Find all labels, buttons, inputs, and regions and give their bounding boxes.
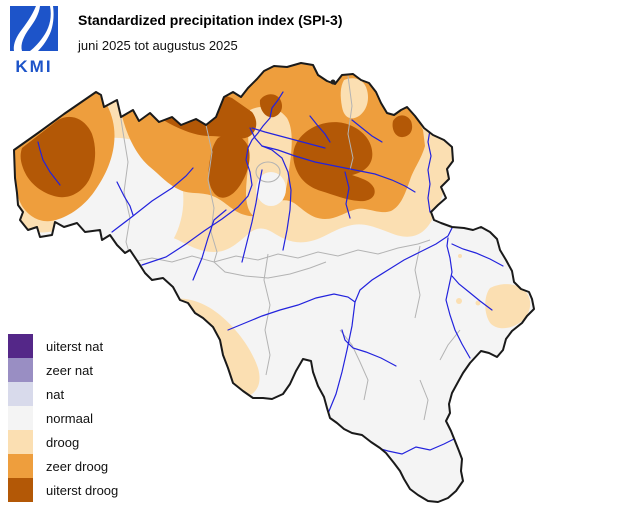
legend-label: uiterst droog <box>46 482 119 498</box>
legend: uiterst nat zeer nat nat normaal droog z… <box>8 334 118 502</box>
legend-label: normaal <box>46 410 93 426</box>
legend-row-zeer-droog: zeer droog <box>8 454 118 478</box>
kmi-logo-text: KMI <box>15 57 53 76</box>
legend-row-uiterst-nat: uiterst nat <box>8 334 118 358</box>
legend-swatch <box>8 478 33 502</box>
legend-row-zeer-nat: zeer nat <box>8 358 118 382</box>
province-borders <box>117 75 461 421</box>
page-title: Standardized precipitation index (SPI-3) <box>78 12 343 28</box>
legend-swatch <box>8 382 33 406</box>
legend-swatch <box>8 334 33 358</box>
page-subtitle: juni 2025 tot augustus 2025 <box>78 37 238 53</box>
legend-row-droog: droog <box>8 430 118 454</box>
legend-swatch <box>8 406 33 430</box>
kmi-logo: KMI <box>8 6 60 75</box>
region-normaal-brussels <box>256 172 286 206</box>
belgium-outline <box>13 62 535 503</box>
baarle-hertog-enclave <box>330 79 336 85</box>
legend-row-nat: nat <box>8 382 118 406</box>
kmi-logo-icon <box>10 6 58 51</box>
legend-row-uiterst-droog: uiterst droog <box>8 478 118 502</box>
legend-label: zeer nat <box>46 362 93 378</box>
legend-label: droog <box>46 434 80 450</box>
legend-swatch <box>8 430 33 454</box>
legend-label: zeer droog <box>46 458 109 474</box>
legend-swatch <box>8 454 33 478</box>
legend-swatch <box>8 358 33 382</box>
legend-row-normaal: normaal <box>8 406 118 430</box>
legend-label: uiterst nat <box>46 338 104 354</box>
legend-label: nat <box>46 386 65 402</box>
